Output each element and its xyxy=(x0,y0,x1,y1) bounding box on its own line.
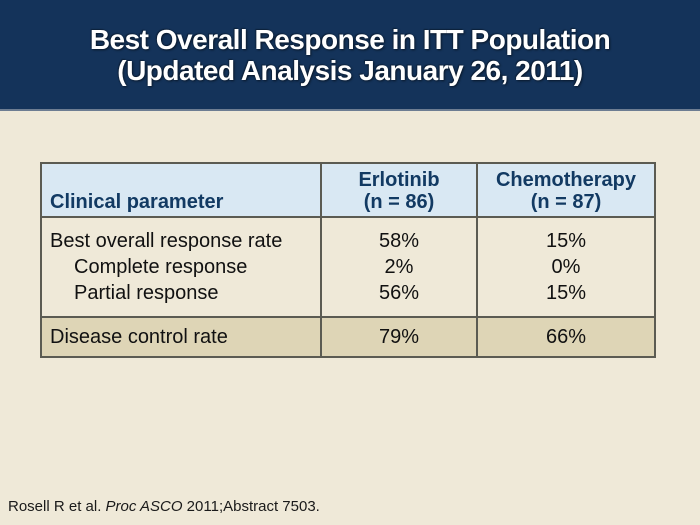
column-header-sample-size: (n = 86) xyxy=(363,191,435,213)
value-chemotherapy-partial: 15% xyxy=(545,282,587,304)
column-header-clinical-parameter: Clinical parameter xyxy=(40,162,322,218)
response-table: Clinical parameter Erlotinib (n = 86) Ch… xyxy=(40,162,656,358)
value-chemotherapy-complete: 0% xyxy=(551,256,581,278)
row-label-best-overall-response: Best overall response rate xyxy=(50,230,283,252)
citation: Rosell R et al. Proc ASCO 2011;Abstract … xyxy=(8,498,320,515)
title-banner: Best Overall Response in ITT Population … xyxy=(0,0,700,111)
column-header-drug-name: Erlotinib xyxy=(358,169,440,191)
table-row-disease-control-rate: Disease control rate 79% 66% xyxy=(40,316,656,358)
citation-journal: Proc ASCO xyxy=(105,498,183,515)
value-chemotherapy-dcr: 66% xyxy=(476,316,656,358)
table-row-response-rates: Best overall response rate Complete resp… xyxy=(40,216,656,318)
column-header-sample-size: (n = 87) xyxy=(530,191,602,213)
value-erlotinib-complete: 2% xyxy=(384,256,414,278)
column-header-erlotinib: Erlotinib (n = 86) xyxy=(320,162,478,218)
row-label-partial-response: Partial response xyxy=(74,282,219,304)
column-header-chemotherapy: Chemotherapy (n = 87) xyxy=(476,162,656,218)
value-erlotinib-partial: 56% xyxy=(378,282,420,304)
cell-parameter-labels: Best overall response rate Complete resp… xyxy=(40,216,322,318)
value-erlotinib-dcr: 79% xyxy=(320,316,478,358)
row-label-disease-control-rate: Disease control rate xyxy=(40,316,322,358)
row-label-complete-response: Complete response xyxy=(74,256,248,278)
cell-chemotherapy-values: 15% 0% 15% xyxy=(476,216,656,318)
cell-erlotinib-values: 58% 2% 56% xyxy=(320,216,478,318)
column-header-label: Clinical parameter xyxy=(50,191,224,213)
slide-title-line1: Best Overall Response in ITT Population xyxy=(89,23,611,55)
column-header-drug-name: Chemotherapy xyxy=(495,169,637,191)
citation-reference: 2011;Abstract 7503. xyxy=(182,498,320,515)
value-erlotinib-best-overall: 58% xyxy=(378,230,420,252)
citation-authors: Rosell R et al. xyxy=(8,498,106,515)
table-header-row: Clinical parameter Erlotinib (n = 86) Ch… xyxy=(40,162,656,218)
slide-title-line2: (Updated Analysis January 26, 2011) xyxy=(117,54,583,86)
value-chemotherapy-best-overall: 15% xyxy=(545,230,587,252)
